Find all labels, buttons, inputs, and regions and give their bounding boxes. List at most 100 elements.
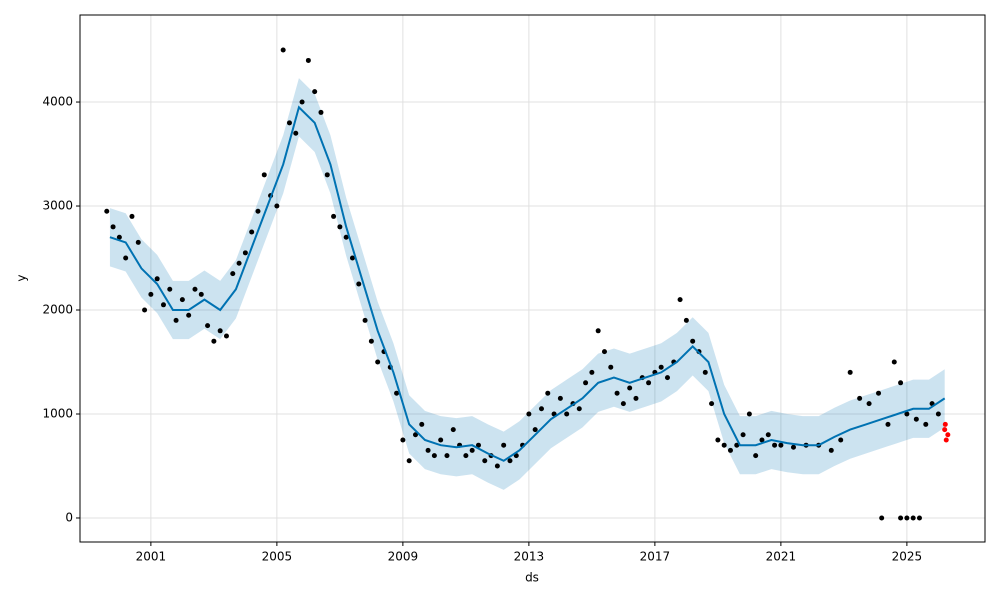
- y-tick-label: 3000: [42, 199, 73, 213]
- observed-point: [192, 286, 198, 292]
- observed-point: [746, 411, 752, 417]
- observed-point: [362, 317, 368, 323]
- observed-point: [324, 172, 330, 178]
- observed-point: [904, 411, 910, 417]
- observed-point: [759, 437, 765, 443]
- test-point: [943, 437, 949, 443]
- observed-point: [727, 447, 733, 453]
- observed-point: [734, 442, 740, 448]
- observed-point: [646, 380, 652, 386]
- y-tick-label: 2000: [42, 303, 73, 317]
- x-tick-label: 2025: [892, 550, 923, 564]
- observed-point: [337, 224, 343, 230]
- observed-point: [312, 89, 318, 95]
- observed-point: [494, 463, 500, 469]
- observed-point: [507, 458, 513, 464]
- test-point: [945, 432, 951, 438]
- observed-point: [375, 359, 381, 365]
- observed-point: [160, 302, 166, 308]
- y-tick-label: 0: [65, 510, 73, 524]
- observed-point: [765, 432, 771, 438]
- observed-point: [406, 458, 412, 464]
- x-tick-label: 2009: [388, 550, 419, 564]
- observed-point: [721, 442, 727, 448]
- observed-point: [910, 515, 916, 521]
- observed-point: [419, 421, 425, 427]
- observed-point: [223, 333, 229, 339]
- observed-point: [261, 172, 267, 178]
- observed-point: [847, 369, 853, 375]
- x-tick-label: 2021: [766, 550, 797, 564]
- observed-point: [217, 328, 223, 334]
- observed-point: [790, 444, 796, 450]
- observed-point: [469, 447, 475, 453]
- observed-point: [123, 255, 129, 261]
- observed-point: [205, 323, 211, 329]
- observed-point: [230, 271, 236, 277]
- observed-point: [526, 411, 532, 417]
- observed-point: [923, 421, 929, 427]
- observed-point: [501, 442, 507, 448]
- observed-point: [356, 281, 362, 287]
- observed-point: [343, 234, 349, 240]
- observed-point: [614, 390, 620, 396]
- observed-point: [198, 291, 204, 297]
- observed-point: [463, 453, 469, 459]
- observed-point: [576, 406, 582, 412]
- observed-point: [394, 390, 400, 396]
- observed-point: [305, 57, 311, 63]
- x-axis-label: ds: [525, 571, 539, 585]
- observed-point: [368, 338, 374, 344]
- observed-point: [564, 411, 570, 417]
- observed-point: [690, 338, 696, 344]
- observed-point: [475, 442, 481, 448]
- observed-point: [916, 515, 922, 521]
- observed-point: [683, 317, 689, 323]
- observed-point: [891, 359, 897, 365]
- observed-point: [129, 213, 135, 219]
- observed-point: [608, 364, 614, 370]
- observed-point: [450, 427, 456, 433]
- observed-point: [438, 437, 444, 443]
- observed-point: [280, 47, 286, 53]
- observed-point: [331, 213, 337, 219]
- observed-point: [601, 349, 607, 355]
- observed-point: [148, 291, 154, 297]
- observed-point: [589, 369, 595, 375]
- observed-point: [211, 338, 217, 344]
- observed-point: [104, 208, 110, 214]
- observed-point: [633, 395, 639, 401]
- observed-point: [135, 239, 141, 245]
- x-tick-label: 2005: [262, 550, 293, 564]
- forecast-line: [109, 105, 946, 462]
- observed-point: [482, 458, 488, 464]
- observed-point: [186, 312, 192, 318]
- observed-point: [167, 286, 173, 292]
- observed-point: [904, 515, 910, 521]
- observed-point: [545, 390, 551, 396]
- observed-point: [898, 515, 904, 521]
- observed-point: [583, 380, 589, 386]
- observed-point: [935, 411, 941, 417]
- observed-point: [110, 224, 116, 230]
- observed-point: [709, 401, 715, 407]
- observed-point: [293, 130, 299, 136]
- x-tick-label: 2013: [514, 550, 545, 564]
- y-tick-label: 4000: [42, 95, 73, 109]
- observed-point: [286, 120, 292, 126]
- x-tick-label: 2001: [136, 550, 167, 564]
- observed-point: [664, 375, 670, 381]
- observed-point: [879, 515, 885, 521]
- observed-point: [173, 317, 179, 323]
- observed-point: [740, 432, 746, 438]
- x-tick-label: 2017: [640, 550, 671, 564]
- observed-point: [857, 395, 863, 401]
- test-point: [942, 421, 948, 427]
- observed-point: [299, 99, 305, 105]
- observed-point: [154, 276, 160, 282]
- observed-point: [242, 250, 248, 256]
- observed-point: [236, 260, 242, 266]
- y-tick-label: 1000: [42, 406, 73, 420]
- observed-point: [274, 203, 280, 209]
- observed-point: [838, 437, 844, 443]
